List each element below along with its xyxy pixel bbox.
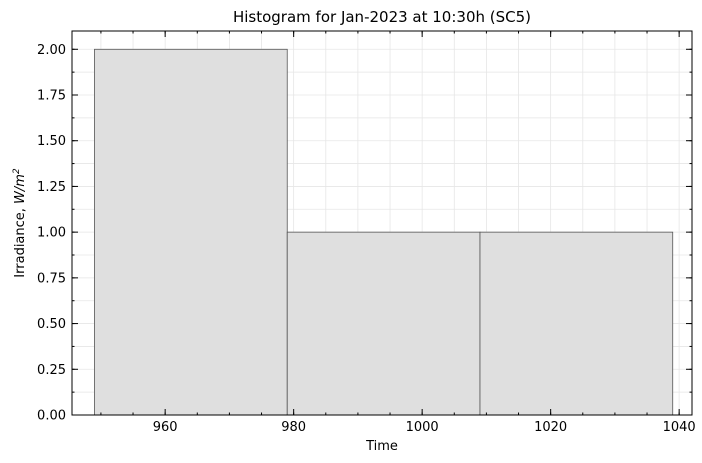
y-tick-label: 1.00	[37, 226, 66, 241]
histogram-bar	[286, 231, 481, 416]
y-axis-label: Irradiance, W/m2	[12, 168, 28, 278]
y-tick-label: 0.75	[37, 271, 66, 286]
chart-title: Histogram for Jan-2023 at 10:30h (SC5)	[233, 8, 531, 26]
y-tick-label: 0.00	[37, 409, 66, 424]
x-tick-label: 1020	[534, 420, 567, 435]
plot-frame	[71, 30, 693, 416]
bars	[94, 48, 674, 416]
histogram-bar	[94, 48, 288, 416]
y-tick-label: 1.25	[37, 180, 66, 195]
ticks: 960 980 1000 1020 1040 0.00 0.25 0.50 0.75 1.00 1.…	[37, 31, 696, 435]
y-tick-label: 1.75	[37, 89, 66, 104]
x-tick-label: 1040	[663, 420, 696, 435]
histogram-bar	[479, 231, 674, 416]
y-axis-label-exp: 2	[12, 168, 22, 174]
x-axis-label: Time	[365, 439, 398, 454]
y-tick-label: 0.50	[37, 317, 66, 332]
y-tick-label: 1.50	[37, 134, 66, 149]
x-tick-label: 960	[153, 420, 178, 435]
x-tick-label: 1000	[406, 420, 439, 435]
y-tick-label: 2.00	[37, 43, 66, 58]
y-tick-label: 0.25	[37, 363, 66, 378]
y-axis-label-unit: W/m	[13, 174, 28, 204]
y-axis-label-main: Irradiance,	[13, 204, 28, 278]
x-tick-label: 980	[281, 420, 306, 435]
